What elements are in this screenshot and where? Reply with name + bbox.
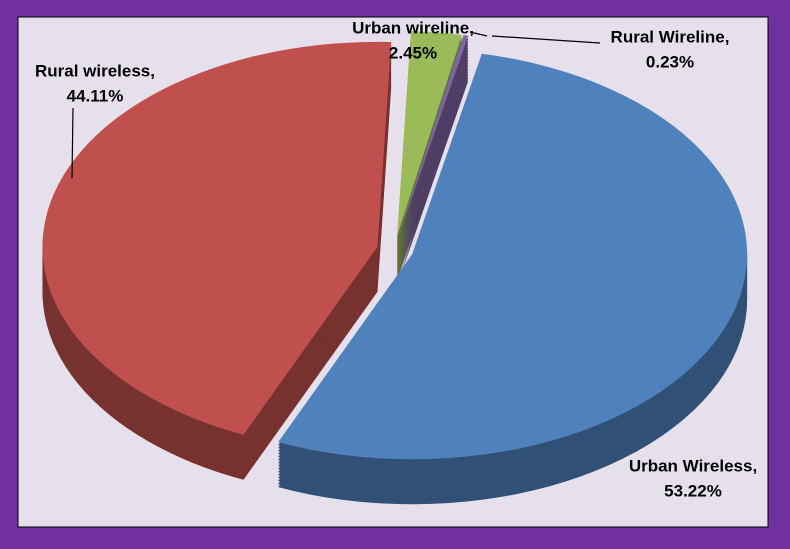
slice-side bbox=[398, 47, 469, 249]
slice-side bbox=[398, 44, 469, 246]
data-label-value: 0.23% bbox=[646, 52, 694, 71]
slice bbox=[398, 35, 469, 237]
slice bbox=[278, 53, 748, 460]
slice-side bbox=[398, 80, 469, 282]
slice-side bbox=[398, 59, 469, 261]
labels: Urban Wireless, 53.22% Rural wireless, 44.1… bbox=[35, 18, 757, 500]
slice-side bbox=[398, 50, 469, 252]
slice-side bbox=[398, 62, 469, 264]
leader-line bbox=[469, 31, 488, 37]
slice-side bbox=[398, 77, 469, 279]
leader-line bbox=[491, 35, 601, 44]
data-label-name: Rural Wireline, bbox=[611, 27, 730, 46]
data-label-value: 2.45% bbox=[389, 43, 437, 62]
data-label-name: Urban wireline, bbox=[352, 18, 474, 37]
slice-side bbox=[398, 68, 469, 270]
slice-side bbox=[398, 41, 469, 243]
data-label-name: Urban Wireless, bbox=[629, 456, 757, 475]
slice-tops bbox=[42, 31, 748, 460]
slice-side bbox=[398, 53, 469, 255]
data-label-name: Rural wireless, bbox=[35, 61, 155, 80]
slice-side bbox=[398, 71, 469, 273]
leader-line bbox=[71, 107, 74, 179]
slice-side bbox=[398, 74, 469, 276]
slice-side bbox=[398, 65, 469, 267]
slice bbox=[397, 31, 463, 237]
slice bbox=[42, 41, 392, 435]
pie bbox=[42, 31, 748, 505]
data-label-value: 53.22% bbox=[664, 481, 722, 500]
data-label-value: 44.11% bbox=[67, 86, 124, 105]
slice-side bbox=[398, 56, 469, 258]
slice-side bbox=[398, 38, 469, 240]
